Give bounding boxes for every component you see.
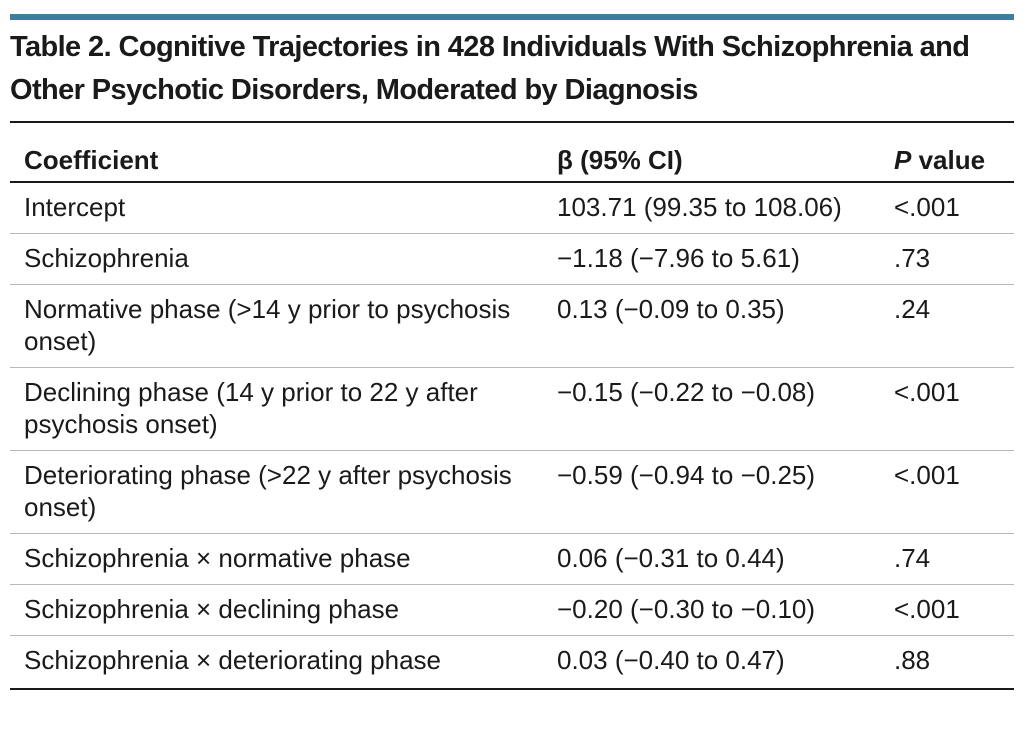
table-row: Declining phase (14 y prior to 22 y afte… <box>10 367 1014 451</box>
cell-coefficient: Declining phase (14 y prior to 22 y afte… <box>10 367 543 451</box>
cell-coefficient: Normative phase (>14 y prior to psychosi… <box>10 284 543 368</box>
cell-p-value: <.001 <box>880 367 1014 451</box>
cell-coefficient: Schizophrenia × deteriorating phase <box>24 645 442 675</box>
cell-p-value: <.001 <box>880 182 1014 234</box>
header-p-italic: P <box>894 145 912 175</box>
table-row: Intercept 103.71 (99.35 to 108.06) <.001 <box>10 182 1014 234</box>
cell-coefficient: Schizophrenia <box>10 233 543 285</box>
table-row: Schizophrenia × normative phase 0.06 (−0… <box>10 533 1014 585</box>
cell-beta: −0.15 (−0.22 to −0.08) <box>543 367 880 451</box>
cell-beta: −0.59 (−0.94 to −0.25) <box>543 450 880 534</box>
header-p-value: P value <box>880 123 1014 183</box>
table-title: Table 2. Cognitive Trajectories in 428 I… <box>10 31 970 106</box>
cell-coefficient: Schizophrenia × normative phase <box>10 533 543 585</box>
table-row: Normative phase (>14 y prior to psychosi… <box>10 284 1014 368</box>
cell-coefficient: Schizophrenia × declining phase <box>10 584 543 636</box>
cell-p-value: .88 <box>894 645 931 675</box>
table-row: Schizophrenia −1.18 (−7.96 to 5.61) .73 <box>10 233 1014 285</box>
header-coefficient: Coefficient <box>10 123 543 183</box>
cell-beta: −0.20 (−0.30 to −0.10) <box>543 584 880 636</box>
cell-p-value: .24 <box>880 284 1014 368</box>
table-row: Deteriorating phase (>22 y after psychos… <box>10 450 1014 534</box>
cell-beta: 0.03 (−0.40 to 0.47) <box>557 645 785 675</box>
cell-p-value: .74 <box>880 533 1014 585</box>
cell-p-value: .73 <box>880 233 1014 285</box>
cell-beta: −1.18 (−7.96 to 5.61) <box>543 233 880 285</box>
table-header-row: Coefficient β (95% CI) P value <box>10 123 1014 183</box>
cell-coefficient: Intercept <box>10 182 543 234</box>
header-p-rest: value <box>911 145 986 175</box>
accent-bar <box>10 14 1014 20</box>
table-row: Schizophrenia × declining phase −0.20 (−… <box>10 584 1014 636</box>
cell-p-value: <.001 <box>880 450 1014 534</box>
cell-p-value: <.001 <box>880 584 1014 636</box>
cell-beta: 0.13 (−0.09 to 0.35) <box>543 284 880 368</box>
cell-beta: 0.06 (−0.31 to 0.44) <box>543 533 880 585</box>
table-row: Schizophrenia × deteriorating phase 0.03… <box>10 636 1014 689</box>
cell-coefficient: Deteriorating phase (>22 y after psychos… <box>10 450 543 534</box>
results-table-container: Coefficient β (95% CI) P value Intercept… <box>10 121 1014 690</box>
cell-beta: 103.71 (99.35 to 108.06) <box>543 182 880 234</box>
results-table: Coefficient β (95% CI) P value Intercept… <box>10 123 1014 688</box>
header-beta: β (95% CI) <box>543 123 880 183</box>
